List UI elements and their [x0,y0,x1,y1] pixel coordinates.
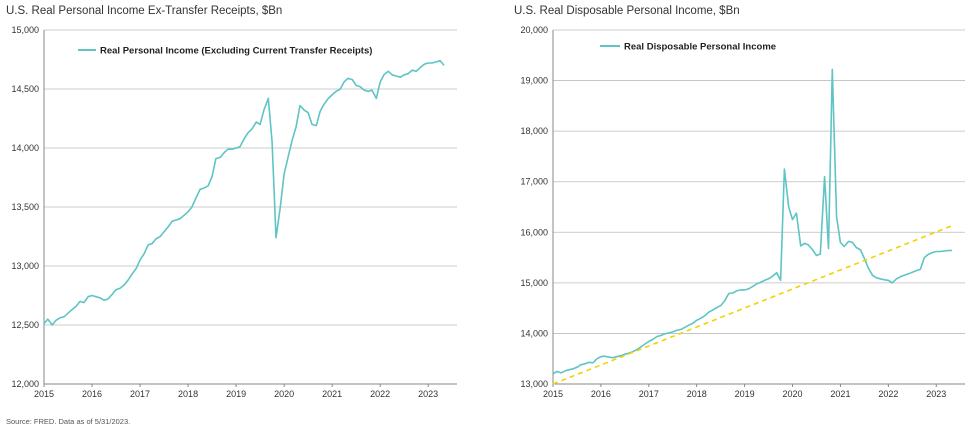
y-tick-label: 15,000 [520,278,548,288]
y-tick-label: 14,000 [11,143,39,153]
y-tick-label: 20,000 [520,25,548,35]
legend-label: Real Personal Income (Excluding Current … [100,46,372,57]
x-tick-label: 2017 [130,389,150,399]
x-tick-label: 2021 [322,389,342,399]
chart-title-right: U.S. Real Disposable Personal Income, $B… [514,5,740,17]
x-tick-label: 2016 [82,389,102,399]
x-tick-label: 2016 [591,389,611,399]
y-tick-label: 16,000 [520,227,548,237]
series-line [552,68,953,375]
x-tick-label: 2020 [783,389,803,399]
x-tick-label: 2018 [687,389,707,399]
x-tick-label: 2023 [418,389,438,399]
y-tick-label: 13,000 [11,261,39,271]
y-tick-label: 12,500 [11,320,39,330]
x-tick-label: 2020 [274,389,294,399]
x-tick-label: 2022 [370,389,390,399]
y-tick-label: 13,000 [520,379,548,389]
y-tick-label: 18,000 [520,126,548,136]
x-tick-label: 2022 [878,389,898,399]
y-tick-label: 14,000 [520,328,548,338]
y-tick-label: 15,000 [11,25,39,35]
y-tick-label: 13,500 [11,202,39,212]
chart-title-left: U.S. Real Personal Income Ex-Transfer Re… [6,5,283,17]
source-note: Source: FRED. Data as of 5/31/2023. [6,417,131,426]
legend-label: Real Disposable Personal Income [624,42,776,53]
y-tick-label: 19,000 [520,76,548,86]
x-tick-label: 2019 [226,389,246,399]
y-tick-label: 12,000 [11,379,39,389]
x-tick-label: 2018 [178,389,198,399]
x-tick-label: 2019 [735,389,755,399]
x-tick-label: 2017 [639,389,659,399]
y-tick-label: 14,500 [11,84,39,94]
x-tick-label: 2015 [34,389,54,399]
x-tick-label: 2023 [926,389,946,399]
y-tick-label: 17,000 [520,177,548,187]
x-tick-label: 2015 [543,389,563,399]
trend-line [552,224,953,385]
x-tick-label: 2021 [830,389,850,399]
series-line [43,59,445,326]
